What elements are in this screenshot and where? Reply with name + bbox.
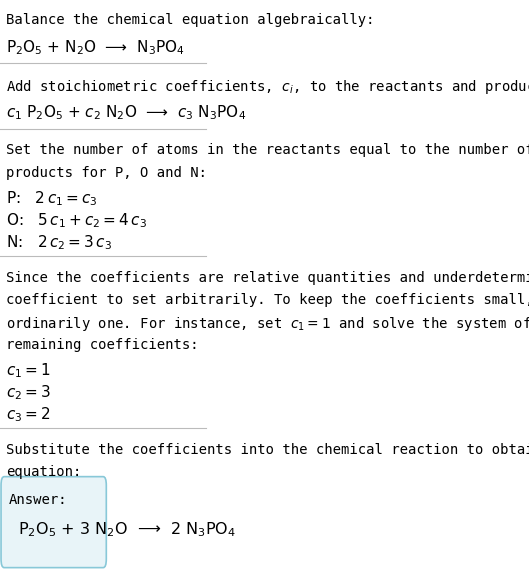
Text: Answer:: Answer: <box>8 493 67 507</box>
Text: coefficient to set arbitrarily. To keep the coefficients small, the arbitrary va: coefficient to set arbitrarily. To keep … <box>6 293 529 307</box>
Text: remaining coefficients:: remaining coefficients: <box>6 338 199 352</box>
Text: $c_2 = 3$: $c_2 = 3$ <box>6 383 51 402</box>
Text: equation:: equation: <box>6 465 81 479</box>
Text: Since the coefficients are relative quantities and underdetermined, choose a: Since the coefficients are relative quan… <box>6 271 529 285</box>
Text: N:   $2\,c_2 = 3\,c_3$: N: $2\,c_2 = 3\,c_3$ <box>6 234 112 252</box>
Text: Add stoichiometric coefficients, $c_i$, to the reactants and products:: Add stoichiometric coefficients, $c_i$, … <box>6 78 529 96</box>
Text: ordinarily one. For instance, set $c_1 = 1$ and solve the system of equations fo: ordinarily one. For instance, set $c_1 =… <box>6 315 529 333</box>
Text: Balance the chemical equation algebraically:: Balance the chemical equation algebraica… <box>6 13 375 27</box>
FancyBboxPatch shape <box>1 477 106 568</box>
Text: $c_1 = 1$: $c_1 = 1$ <box>6 361 51 380</box>
Text: Substitute the coefficients into the chemical reaction to obtain the balanced: Substitute the coefficients into the che… <box>6 443 529 457</box>
Text: O:   $5\,c_1 + c_2 = 4\,c_3$: O: $5\,c_1 + c_2 = 4\,c_3$ <box>6 211 147 230</box>
Text: P$_2$O$_5$ + N$_2$O  ⟶  N$_3$PO$_4$: P$_2$O$_5$ + N$_2$O ⟶ N$_3$PO$_4$ <box>6 38 185 57</box>
Text: P:   $2\,c_1 = c_3$: P: $2\,c_1 = c_3$ <box>6 189 98 208</box>
Text: Set the number of atoms in the reactants equal to the number of atoms in the: Set the number of atoms in the reactants… <box>6 143 529 157</box>
Text: P$_2$O$_5$ + 3 N$_2$O  ⟶  2 N$_3$PO$_4$: P$_2$O$_5$ + 3 N$_2$O ⟶ 2 N$_3$PO$_4$ <box>17 521 235 539</box>
Text: $c_3 = 2$: $c_3 = 2$ <box>6 406 51 424</box>
Text: $c_1$ P$_2$O$_5$ + $c_2$ N$_2$O  ⟶  $c_3$ N$_3$PO$_4$: $c_1$ P$_2$O$_5$ + $c_2$ N$_2$O ⟶ $c_3$ … <box>6 103 247 122</box>
Text: products for P, O and N:: products for P, O and N: <box>6 166 207 180</box>
